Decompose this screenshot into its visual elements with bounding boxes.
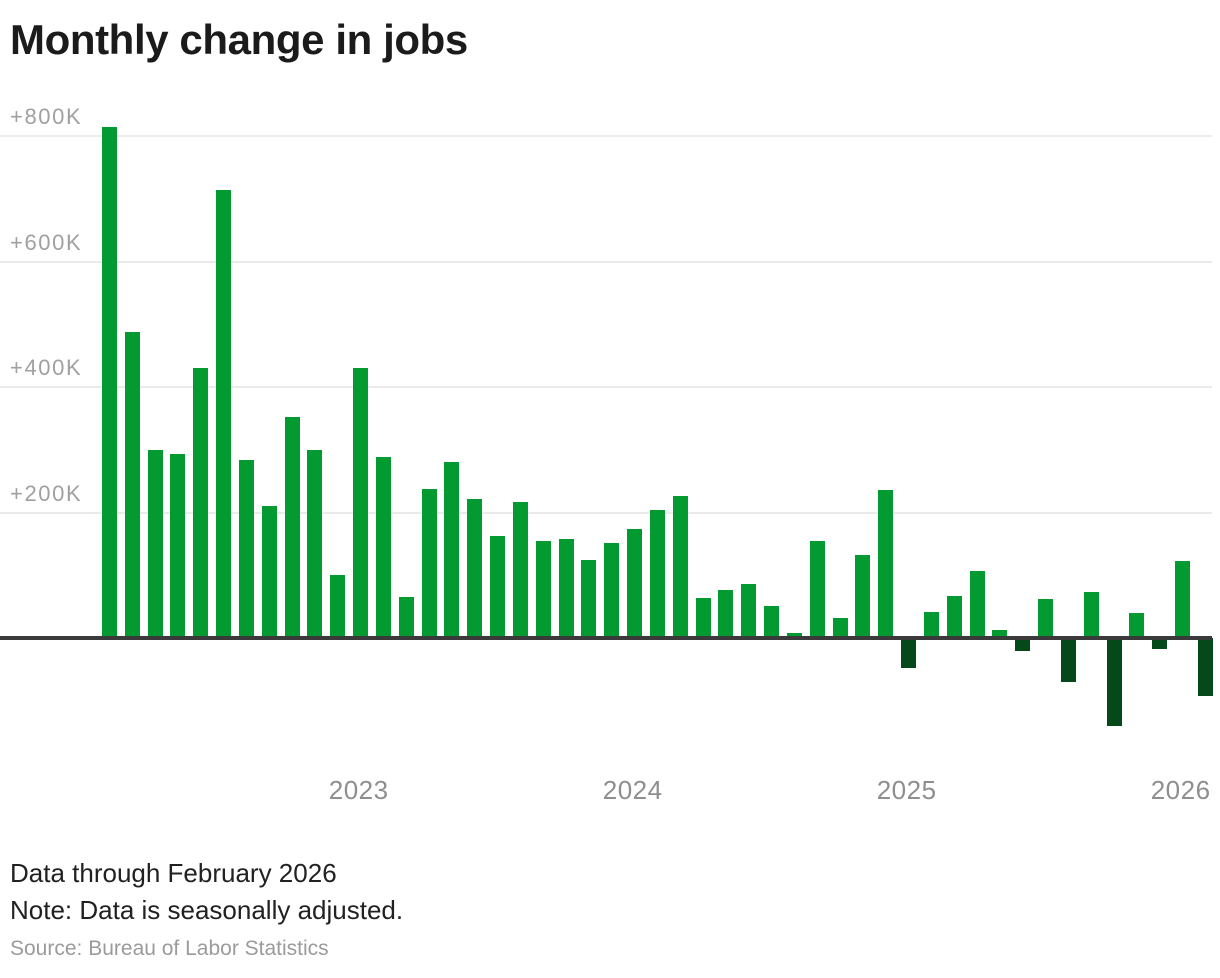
bar: [170, 453, 185, 638]
chart-title: Monthly change in jobs: [10, 16, 468, 63]
bar: [490, 536, 505, 638]
gridline: [0, 260, 1212, 263]
bar: [650, 509, 665, 638]
bar: [1107, 638, 1122, 726]
bar: [787, 632, 802, 638]
bar: [1038, 599, 1053, 638]
gridline: [0, 135, 1212, 137]
bar: [262, 506, 277, 638]
bar: [1152, 638, 1167, 650]
x-axis-year-label: 2025: [876, 775, 937, 805]
bar: [718, 590, 733, 638]
x-axis-year-label: 2024: [602, 775, 663, 805]
bar: [627, 529, 642, 638]
bar: [924, 612, 939, 638]
y-axis-tick-label: +800K: [10, 104, 83, 129]
gridline: [0, 511, 1212, 514]
zero-axis-line: [0, 636, 1212, 640]
bar: [125, 332, 140, 638]
x-axis-year-label: 2026: [1150, 775, 1211, 805]
bar: [444, 462, 459, 638]
bar: [696, 598, 711, 638]
bar: [536, 541, 551, 638]
bar: [992, 630, 1007, 638]
y-axis-tick-label: +400K: [10, 355, 83, 380]
bar: [970, 571, 985, 638]
bar: [422, 488, 437, 638]
seasonal-adjustment-note: Note: Data is seasonally adjusted.: [10, 895, 404, 925]
y-axis-tick-label: +200K: [10, 480, 83, 506]
bar: [148, 449, 163, 638]
bar: [330, 575, 345, 638]
bar: [467, 498, 482, 638]
gridline: [0, 386, 1212, 388]
bar: [193, 368, 208, 638]
bar: [1061, 638, 1076, 682]
bar: [604, 542, 619, 638]
bar: [833, 617, 848, 638]
bar: [307, 449, 322, 638]
bar: [810, 541, 825, 638]
bar: [1129, 612, 1144, 638]
y-axis-tick-label: +600K: [10, 229, 83, 255]
bar: [399, 597, 414, 638]
bar: [1198, 638, 1213, 696]
bar: [559, 539, 574, 638]
data-through-note: Data through February 2026: [10, 858, 337, 888]
bar: [376, 457, 391, 638]
bar: [102, 126, 117, 638]
bar: [855, 555, 870, 638]
bar: [239, 459, 254, 638]
bar: [581, 559, 596, 638]
bar: [353, 368, 368, 638]
source-credit: Source: Bureau of Labor Statistics: [10, 937, 329, 960]
bar: [901, 638, 916, 669]
bar: [878, 489, 893, 638]
bar: [1015, 638, 1030, 651]
x-axis-year-label: 2023: [328, 775, 389, 805]
bar: [741, 584, 756, 638]
bar: [285, 417, 300, 638]
bar: [1084, 591, 1099, 638]
bar: [764, 605, 779, 638]
bar: [1175, 560, 1190, 638]
bar: [673, 496, 688, 638]
bar: [947, 595, 962, 638]
bar: [216, 189, 231, 638]
bar: [513, 501, 528, 638]
